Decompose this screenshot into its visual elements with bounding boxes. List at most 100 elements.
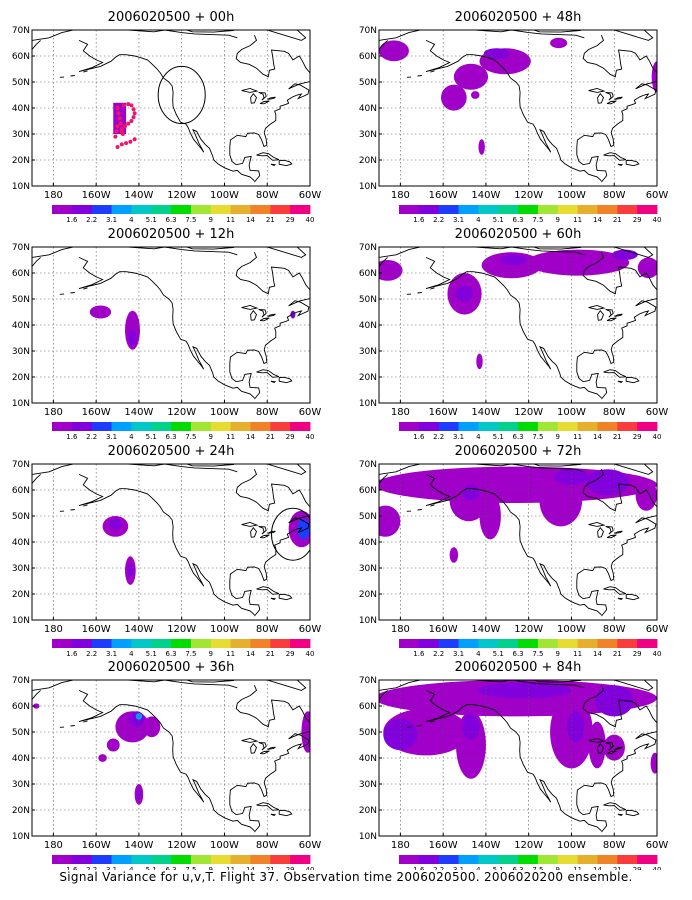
observation-point bbox=[119, 129, 124, 134]
coastline bbox=[241, 522, 259, 527]
colorbar-label: 2.2 bbox=[433, 650, 444, 658]
colorbar-label: 11 bbox=[573, 216, 582, 224]
longitude-tick-label: 100W bbox=[210, 840, 239, 851]
longitude-tick-label: 100W bbox=[557, 624, 586, 635]
coastline bbox=[425, 473, 602, 616]
longitude-tick-label: 80W bbox=[256, 840, 279, 851]
coastline bbox=[267, 96, 276, 100]
colorbar-swatch bbox=[418, 422, 440, 431]
colorbar-label: 5.1 bbox=[493, 216, 504, 224]
colorbar-swatch bbox=[270, 855, 291, 864]
colorbar-label: 4 bbox=[129, 216, 134, 224]
colorbar-label: 7.5 bbox=[532, 650, 543, 658]
coastline bbox=[312, 295, 326, 308]
colorbar-label: 6.3 bbox=[166, 650, 177, 658]
colorbar-label: 7.5 bbox=[185, 433, 196, 441]
observation-point bbox=[116, 111, 121, 116]
colorbar-swatch bbox=[478, 855, 499, 864]
panel-title: 2006020500 + 60h bbox=[455, 227, 582, 242]
colorbar-swatch bbox=[518, 205, 539, 214]
colorbar-swatch bbox=[597, 855, 618, 864]
colorbar-swatch bbox=[597, 205, 618, 214]
variance-shading-area bbox=[650, 752, 657, 774]
variance-shading-area bbox=[477, 682, 572, 699]
longitude-tick-label: 160W bbox=[429, 624, 458, 635]
colorbar-label: 2.2 bbox=[86, 866, 97, 870]
colorbar-label: 4 bbox=[476, 866, 481, 870]
variance-shading-area bbox=[106, 738, 120, 752]
coastline bbox=[185, 30, 235, 33]
colorbar-swatch bbox=[230, 205, 251, 214]
colorbar-label: 9 bbox=[209, 216, 213, 224]
colorbar-label: 5.1 bbox=[493, 866, 504, 870]
colorbar-label: 1.6 bbox=[66, 433, 78, 441]
longitude-tick-label: 180 bbox=[44, 190, 63, 201]
coastline bbox=[425, 256, 602, 399]
coastline bbox=[278, 159, 293, 167]
colorbar-swatch bbox=[458, 855, 479, 864]
colorbar-label: 7.5 bbox=[532, 216, 543, 224]
colorbar-swatch bbox=[111, 639, 132, 648]
latitude-tick-label: 50N bbox=[359, 728, 377, 738]
colorbar-swatch bbox=[131, 639, 152, 648]
colorbar-swatch bbox=[270, 422, 291, 431]
colorbar-swatch bbox=[52, 855, 73, 864]
longitude-tick-label: 180 bbox=[391, 190, 410, 201]
map-content bbox=[379, 247, 673, 403]
coastline bbox=[597, 309, 605, 321]
variance-shading-area bbox=[441, 84, 467, 111]
coastline bbox=[256, 152, 280, 161]
colorbar-swatch bbox=[577, 422, 598, 431]
coastline bbox=[617, 597, 624, 601]
longitude-tick-label: 160W bbox=[82, 624, 111, 635]
colorbar-label: 4 bbox=[476, 650, 481, 658]
observation-point bbox=[118, 121, 123, 126]
longitude-tick-label: 180 bbox=[391, 407, 410, 418]
coastline bbox=[659, 295, 673, 308]
longitude-tick-label: 140W bbox=[471, 407, 500, 418]
colorbar-swatch bbox=[131, 855, 152, 864]
colorbar-label: 21 bbox=[266, 866, 275, 870]
colorbar-label: 9 bbox=[209, 433, 213, 441]
observation-point bbox=[132, 111, 137, 116]
observation-point bbox=[128, 139, 133, 144]
colorbar-swatch bbox=[458, 639, 479, 648]
coastline bbox=[270, 163, 277, 167]
latitude-tick-label: 30N bbox=[12, 347, 30, 357]
colorbar-label: 7.5 bbox=[185, 650, 196, 658]
coastline bbox=[659, 512, 673, 525]
coastline bbox=[417, 75, 422, 77]
coastline bbox=[417, 509, 422, 511]
colorbar-label: 5.1 bbox=[146, 866, 157, 870]
longitude-tick-label: 80W bbox=[603, 840, 626, 851]
variance-shading-area bbox=[588, 721, 606, 769]
coastline bbox=[605, 91, 614, 101]
variance-shading-area bbox=[301, 711, 310, 753]
map-background bbox=[32, 464, 310, 620]
coastline bbox=[597, 526, 605, 538]
coastline bbox=[312, 78, 326, 91]
colorbar-label: 4 bbox=[129, 866, 134, 870]
colorbar-swatch bbox=[637, 205, 658, 214]
colorbar-label: 6.3 bbox=[166, 216, 177, 224]
colorbar: 1.6 2.2 3.1 4 5.1 6.3 7.5 9 11 14 21 29 40 bbox=[52, 855, 314, 870]
latitude-tick-label: 30N bbox=[12, 564, 30, 574]
colorbar-label: 1.6 bbox=[413, 433, 425, 441]
coastline bbox=[613, 247, 654, 258]
latitude-tick-label: 40N bbox=[359, 321, 377, 331]
colorbar-swatch bbox=[518, 422, 539, 431]
latitude-tick-label: 30N bbox=[12, 780, 30, 790]
variance-shading-area bbox=[379, 40, 409, 62]
variance-shading-area bbox=[453, 63, 489, 90]
figure-caption: Signal Variance for u,v,T. Flight 37. Ob… bbox=[59, 870, 633, 884]
coastline bbox=[266, 30, 307, 41]
colorbar-swatch bbox=[418, 639, 440, 648]
verification-region-circle bbox=[157, 65, 206, 125]
colorbar-swatch bbox=[151, 855, 172, 864]
colorbar-label: 3.1 bbox=[453, 433, 464, 441]
colorbar-swatch bbox=[151, 639, 172, 648]
latitude-tick-label: 50N bbox=[12, 512, 30, 522]
colorbar-label: 11 bbox=[573, 433, 582, 441]
longitude-tick-label: 120W bbox=[167, 407, 196, 418]
colorbar-label: 5.1 bbox=[493, 650, 504, 658]
